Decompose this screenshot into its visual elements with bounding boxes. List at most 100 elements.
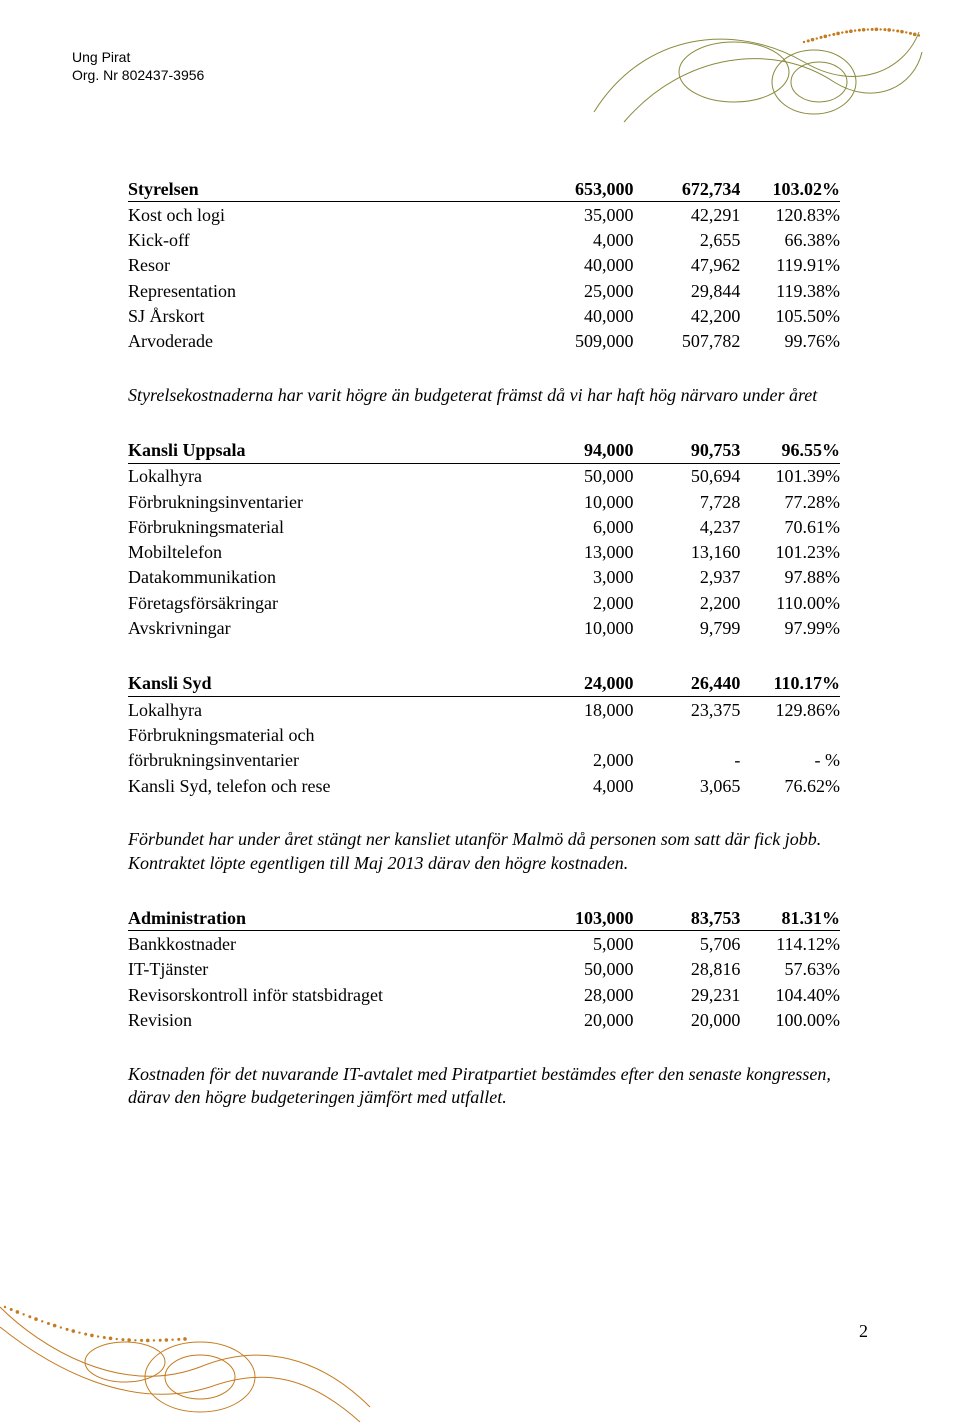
- row-col1: 6,000: [527, 514, 634, 539]
- row-col2: 90,753: [634, 437, 741, 463]
- row-col1: 3,000: [527, 565, 634, 590]
- section-gap: [128, 641, 840, 671]
- table-row: Förbrukningsmaterial6,0004,23770.61%: [128, 514, 840, 539]
- row-label: Företagsförsäkringar: [128, 590, 527, 615]
- row-col2: 26,440: [634, 671, 741, 697]
- row-label: Kick-off: [128, 228, 527, 253]
- table-row: Avskrivningar10,0009,79997.99%: [128, 616, 840, 641]
- row-col2: 42,291: [634, 202, 741, 228]
- row-col1: 20,000: [527, 1007, 634, 1032]
- row-col3: 105.50%: [740, 303, 840, 328]
- table-row: Kick-off4,0002,65566.38%: [128, 228, 840, 253]
- table-row: Lokalhyra50,00050,694101.39%: [128, 463, 840, 489]
- row-col1: 4,000: [527, 228, 634, 253]
- row-label: Avskrivningar: [128, 616, 527, 641]
- section-note: Kostnaden för det nuvarande IT-avtalet m…: [128, 1063, 840, 1110]
- row-label: IT-Tjänster: [128, 957, 527, 982]
- row-col2: 83,753: [634, 905, 741, 931]
- row-col3: 119.91%: [740, 253, 840, 278]
- page-content: Styrelsen653,000672,734103.02%Kost och l…: [128, 176, 840, 1139]
- row-col1: 24,000: [527, 671, 634, 697]
- row-col2: 672,734: [634, 176, 741, 202]
- row-col3: [740, 722, 840, 747]
- decorative-swirl-top: [584, 12, 924, 152]
- row-label: Bankkostnader: [128, 931, 527, 957]
- row-col2: 5,706: [634, 931, 741, 957]
- row-col3: 114.12%: [740, 931, 840, 957]
- row-col3: 110.00%: [740, 590, 840, 615]
- row-col3: 101.39%: [740, 463, 840, 489]
- row-label: Datakommunikation: [128, 565, 527, 590]
- document-header: Ung Pirat Org. Nr 802437-3956: [72, 48, 204, 84]
- budget-table: Kansli Uppsala94,00090,75396.55%Lokalhyr…: [128, 437, 840, 640]
- table-row: Kansli Syd, telefon och rese4,0003,06576…: [128, 773, 840, 798]
- row-col1: 5,000: [527, 931, 634, 957]
- table-row: förbrukningsinventarier2,000-- %: [128, 748, 840, 773]
- table-row: Revisorskontroll inför statsbidraget28,0…: [128, 982, 840, 1007]
- row-col3: 101.23%: [740, 540, 840, 565]
- row-label: Styrelsen: [128, 176, 527, 202]
- row-col1: 4,000: [527, 773, 634, 798]
- row-col2: 23,375: [634, 697, 741, 723]
- row-col3: 77.28%: [740, 489, 840, 514]
- section-note: Styrelsekostnaderna har varit högre än b…: [128, 384, 840, 407]
- table-row: Kost och logi35,00042,291120.83%: [128, 202, 840, 228]
- row-col3: 129.86%: [740, 697, 840, 723]
- table-row: Revision20,00020,000100.00%: [128, 1007, 840, 1032]
- row-col1: 18,000: [527, 697, 634, 723]
- table-row: Arvoderade509,000507,78299.76%: [128, 329, 840, 354]
- row-label: SJ Årskort: [128, 303, 527, 328]
- row-label: Administration: [128, 905, 527, 931]
- row-label: Lokalhyra: [128, 463, 527, 489]
- budget-table: Kansli Syd24,00026,440110.17%Lokalhyra18…: [128, 671, 840, 798]
- row-col2: 2,937: [634, 565, 741, 590]
- table-row: Förbrukningsinventarier10,0007,72877.28%: [128, 489, 840, 514]
- row-col2: 50,694: [634, 463, 741, 489]
- row-col3: 70.61%: [740, 514, 840, 539]
- row-col2: 20,000: [634, 1007, 741, 1032]
- table-row: Mobiltelefon13,00013,160101.23%: [128, 540, 840, 565]
- row-col3: 104.40%: [740, 982, 840, 1007]
- row-col1: 2,000: [527, 590, 634, 615]
- row-col1: [527, 722, 634, 747]
- row-col3: 97.99%: [740, 616, 840, 641]
- row-col2: 29,231: [634, 982, 741, 1007]
- row-col1: 40,000: [527, 253, 634, 278]
- row-label: Kansli Syd, telefon och rese: [128, 773, 527, 798]
- row-col1: 50,000: [527, 957, 634, 982]
- budget-table: Administration103,00083,75381.31%Bankkos…: [128, 905, 840, 1032]
- row-col1: 94,000: [527, 437, 634, 463]
- row-col1: 50,000: [527, 463, 634, 489]
- row-label: Mobiltelefon: [128, 540, 527, 565]
- table-row: Resor40,00047,962119.91%: [128, 253, 840, 278]
- section-note: Förbundet har under året stängt ner kans…: [128, 828, 840, 875]
- row-label: Kansli Uppsala: [128, 437, 527, 463]
- budget-table: Styrelsen653,000672,734103.02%Kost och l…: [128, 176, 840, 354]
- row-col2: 7,728: [634, 489, 741, 514]
- row-col1: 35,000: [527, 202, 634, 228]
- table-row: IT-Tjänster50,00028,81657.63%: [128, 957, 840, 982]
- row-col1: 25,000: [527, 278, 634, 303]
- row-label: Kansli Syd: [128, 671, 527, 697]
- org-number: Org. Nr 802437-3956: [72, 66, 204, 84]
- table-row: Förbrukningsmaterial och: [128, 722, 840, 747]
- row-col2: 29,844: [634, 278, 741, 303]
- row-col3: 119.38%: [740, 278, 840, 303]
- row-col3: 103.02%: [740, 176, 840, 202]
- table-row: Kansli Syd24,00026,440110.17%: [128, 671, 840, 697]
- row-col3: 66.38%: [740, 228, 840, 253]
- row-col1: 40,000: [527, 303, 634, 328]
- row-label: Revisorskontroll inför statsbidraget: [128, 982, 527, 1007]
- row-col2: -: [634, 748, 741, 773]
- row-col2: 47,962: [634, 253, 741, 278]
- row-label: Revision: [128, 1007, 527, 1032]
- table-row: Representation25,00029,844119.38%: [128, 278, 840, 303]
- row-col3: 99.76%: [740, 329, 840, 354]
- row-col1: 28,000: [527, 982, 634, 1007]
- row-col2: 28,816: [634, 957, 741, 982]
- row-col1: 653,000: [527, 176, 634, 202]
- row-label: Förbrukningsmaterial: [128, 514, 527, 539]
- row-col2: [634, 722, 741, 747]
- row-col3: 57.63%: [740, 957, 840, 982]
- row-col3: 100.00%: [740, 1007, 840, 1032]
